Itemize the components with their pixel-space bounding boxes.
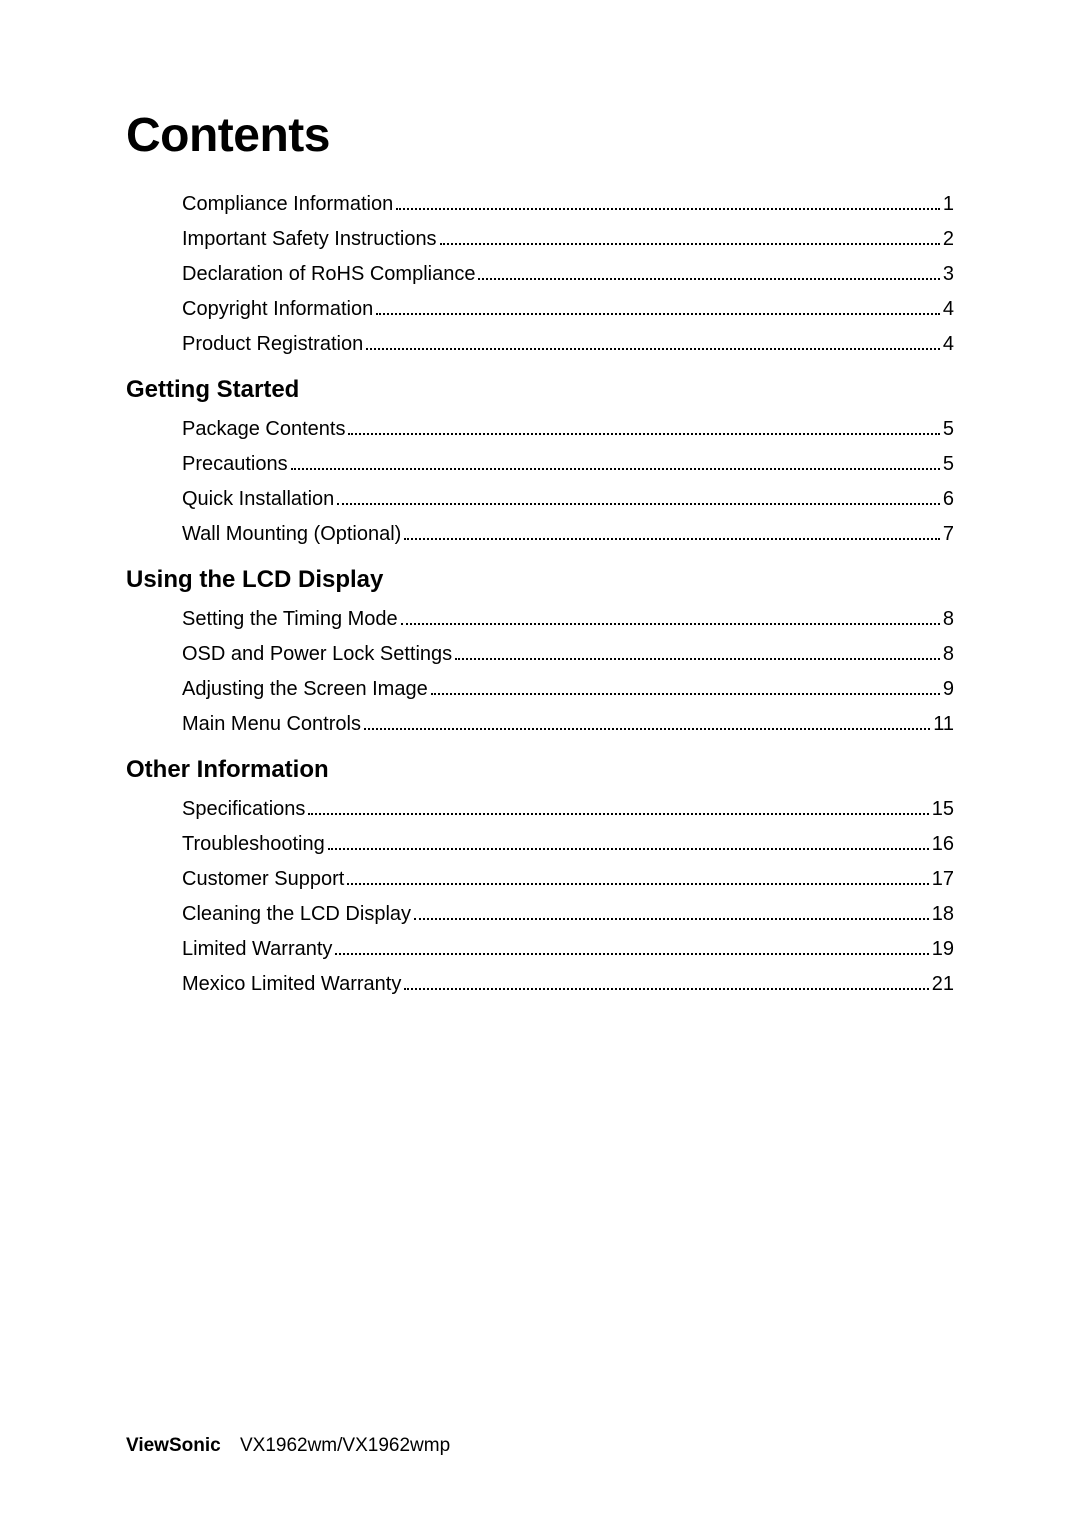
toc-entry: Product Registration 4 [182,327,954,362]
toc-leader-dots [440,243,940,245]
footer-model: VX1962wm/VX1962wmp [240,1435,450,1456]
toc-entry-page: 4 [943,292,954,327]
toc-leader-dots [335,953,928,955]
toc-entry-label: OSD and Power Lock Settings [182,637,452,672]
toc-leader-dots [347,883,928,885]
toc-entry: Package Contents 5 [182,412,954,447]
toc-entry-label: Wall Mounting (Optional) [182,517,401,552]
toc-entry: Wall Mounting (Optional) 7 [182,517,954,552]
toc-entry-label: Product Registration [182,327,363,362]
toc-entry: Troubleshooting 16 [182,827,954,862]
toc-entry: Declaration of RoHS Compliance 3 [182,257,954,292]
toc-entry: Precautions 5 [182,447,954,482]
toc-leader-dots [431,693,940,695]
toc-entry-label: Package Contents [182,412,345,447]
toc-entry-page: 7 [943,517,954,552]
toc-entry-label: Declaration of RoHS Compliance [182,257,475,292]
toc-entry: Setting the Timing Mode 8 [182,602,954,637]
toc-leader-dots [404,538,940,540]
toc-entry-label: Adjusting the Screen Image [182,672,428,707]
toc-entry-page: 19 [932,932,954,967]
toc-body: Compliance Information1Important Safety … [126,187,954,1002]
toc-entry: Specifications 15 [182,792,954,827]
toc-entry-label: Cleaning the LCD Display [182,897,411,932]
toc-leader-dots [396,208,940,210]
toc-entry: Cleaning the LCD Display 18 [182,897,954,932]
toc-entry-label: Troubleshooting [182,827,325,862]
toc-leader-dots [478,278,939,280]
toc-leader-dots [337,503,940,505]
toc-entry-label: Precautions [182,447,288,482]
toc-entry: Quick Installation 6 [182,482,954,517]
toc-entry: Important Safety Instructions 2 [182,222,954,257]
section-heading: Other Information [126,756,954,784]
toc-entry-label: Quick Installation [182,482,334,517]
toc-entry-label: Important Safety Instructions [182,222,437,257]
section-heading: Getting Started [126,376,954,404]
toc-entry: Compliance Information 1 [182,187,954,222]
page-title: Contents [126,108,954,163]
page-container: Contents Compliance Information1Importan… [0,0,1080,1002]
toc-entry-page: 18 [932,897,954,932]
footer: ViewSonic VX1962wm/VX1962wmp [126,1435,450,1457]
toc-entry: Limited Warranty 19 [182,932,954,967]
toc-leader-dots [364,728,930,730]
toc-entry-label: Compliance Information [182,187,393,222]
toc-entry-label: Copyright Information [182,292,373,327]
toc-leader-dots [401,623,940,625]
section-heading: Using the LCD Display [126,566,954,594]
toc-entry: Mexico Limited Warranty 21 [182,967,954,1002]
toc-entry-label: Main Menu Controls [182,707,361,742]
toc-entry-page: 21 [932,967,954,1002]
toc-leader-dots [308,813,928,815]
toc-entry-page: 8 [943,637,954,672]
toc-entry-page: 9 [943,672,954,707]
toc-entry-label: Specifications [182,792,305,827]
toc-entry-page: 8 [943,602,954,637]
toc-entry-page: 16 [932,827,954,862]
toc-entry-label: Mexico Limited Warranty [182,967,401,1002]
toc-entry-page: 3 [943,257,954,292]
toc-entry-page: 1 [943,187,954,222]
toc-entry-page: 15 [932,792,954,827]
toc-leader-dots [328,848,929,850]
toc-entry-page: 5 [943,412,954,447]
toc-entry: Customer Support 17 [182,862,954,897]
toc-entry-page: 2 [943,222,954,257]
toc-entry-page: 4 [943,327,954,362]
toc-leader-dots [404,988,928,990]
toc-entry: OSD and Power Lock Settings 8 [182,637,954,672]
footer-brand: ViewSonic [126,1435,221,1456]
toc-entry: Main Menu Controls 11 [182,707,954,742]
toc-entry-page: 5 [943,447,954,482]
toc-leader-dots [376,313,940,315]
toc-entry: Adjusting the Screen Image 9 [182,672,954,707]
toc-leader-dots [348,433,939,435]
toc-entry-page: 11 [933,707,954,742]
toc-leader-dots [414,918,929,920]
toc-entry: Copyright Information 4 [182,292,954,327]
toc-leader-dots [366,348,940,350]
toc-entry-label: Limited Warranty [182,932,332,967]
toc-entry-label: Customer Support [182,862,344,897]
toc-leader-dots [455,658,940,660]
toc-entry-page: 17 [932,862,954,897]
toc-leader-dots [291,468,940,470]
toc-entry-page: 6 [943,482,954,517]
toc-entry-label: Setting the Timing Mode [182,602,398,637]
